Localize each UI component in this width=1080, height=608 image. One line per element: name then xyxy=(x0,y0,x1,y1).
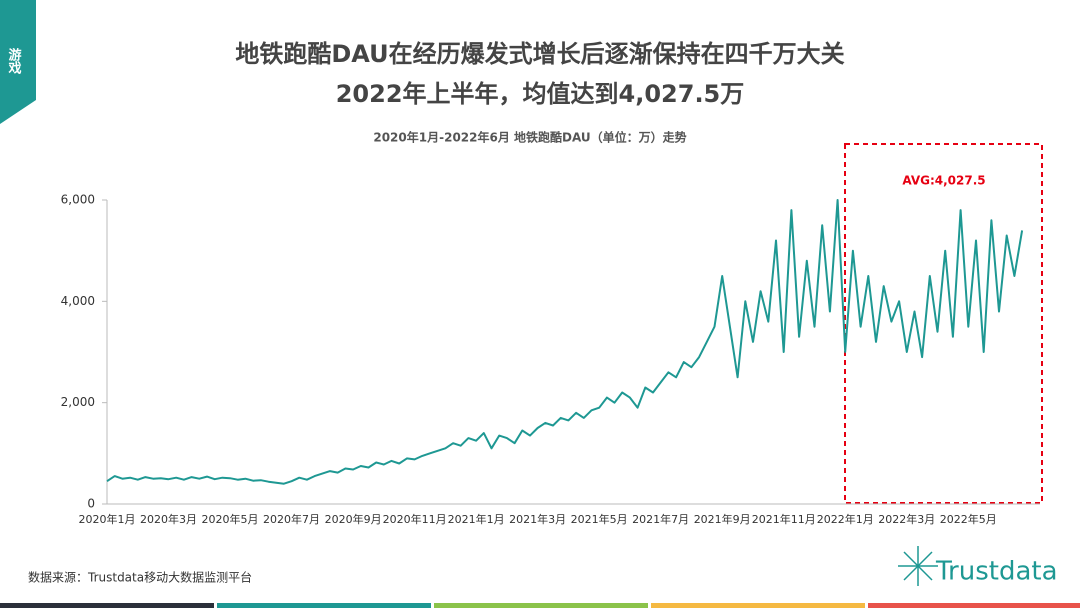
tag-text: 游戏 xyxy=(6,47,23,75)
x-tick-label: 2020年11月 xyxy=(383,512,447,526)
y-tick-label: 4,000 xyxy=(61,294,95,308)
slide-title: 地铁跑酷DAU在经历爆发式增长后逐渐保持在四千万大关 xyxy=(235,40,844,68)
x-tick-label: 2021年7月 xyxy=(632,512,689,526)
x-tick-label: 2020年3月 xyxy=(140,512,197,526)
x-tick-label: 2021年9月 xyxy=(694,512,751,526)
y-tick-label: 0 xyxy=(87,497,95,511)
tag-badge xyxy=(0,0,36,124)
y-tick-label: 2,000 xyxy=(61,395,95,409)
x-tick-label: 2020年1月 xyxy=(79,512,136,526)
x-tick-label: 2022年1月 xyxy=(817,512,874,526)
x-tick-label: 2021年11月 xyxy=(752,512,816,526)
x-tick-label: 2020年7月 xyxy=(263,512,320,526)
chart-title: 2020年1月-2022年6月 地铁跑酷DAU（单位：万）走势 xyxy=(373,130,686,145)
x-tick-label: 2021年1月 xyxy=(448,512,505,526)
footer-bar xyxy=(217,603,431,608)
footer-bar xyxy=(434,603,648,608)
y-tick-label: 6,000 xyxy=(61,193,95,207)
footer-bar xyxy=(651,603,865,608)
source: 数据来源：Trustdata移动大数据监测平台 xyxy=(28,570,252,585)
annotation: AVG:4,027.5 xyxy=(902,174,985,188)
x-tick-label: 2021年5月 xyxy=(571,512,628,526)
line xyxy=(106,199,1024,485)
x-tick-label: 2020年5月 xyxy=(202,512,259,526)
x-tick-label: 2021年3月 xyxy=(509,512,566,526)
footer-bar xyxy=(0,603,214,608)
logo-text: Trustdata xyxy=(935,557,1058,587)
x-tick-label: 2020年9月 xyxy=(325,512,382,526)
footer-bar xyxy=(868,603,1080,608)
slide-title: 2022年上半年，均值达到4,027.5万 xyxy=(336,80,745,108)
x-tick-label: 2022年5月 xyxy=(940,512,997,526)
logo-icon xyxy=(898,546,938,586)
x-tick-label: 2022年3月 xyxy=(878,512,935,526)
